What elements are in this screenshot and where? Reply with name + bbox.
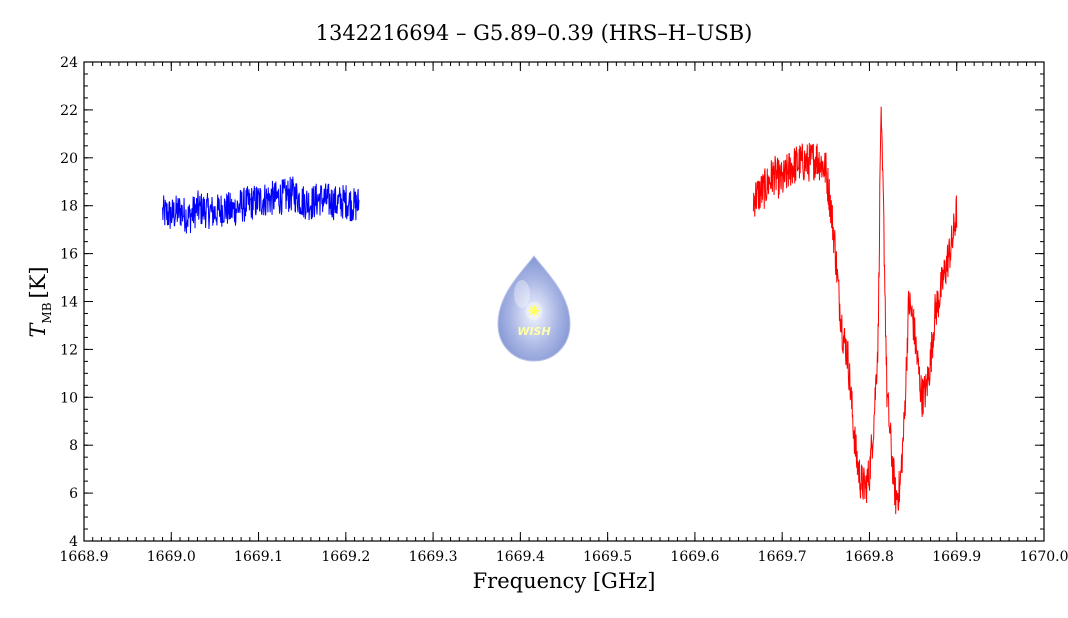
sun-star-icon: ✷ (526, 299, 543, 323)
x-tick-label: 1668.9 (60, 549, 109, 565)
x-tick-label: 1669.4 (496, 549, 545, 565)
y-axis-symbol: T (26, 322, 50, 338)
water-drop-icon (497, 255, 571, 362)
svg-text:TMB[K]: TMB [K] (26, 266, 54, 337)
x-tick-label: 1669.0 (147, 549, 196, 565)
y-tick-label: 22 (60, 103, 78, 119)
y-tick-label: 20 (60, 151, 78, 167)
chart-title: 1342216694 – G5.89–0.39 (HRS–H–USB) (316, 21, 753, 45)
y-axis-unit: [K] (26, 266, 50, 298)
x-tick-label: 1669.1 (234, 549, 283, 565)
x-tick-label: 1669.6 (670, 549, 719, 565)
y-tick-label: 4 (69, 534, 78, 550)
x-tick-label: 1669.3 (409, 549, 458, 565)
x-tick-label: 1669.7 (758, 549, 807, 565)
y-tick-label: 10 (60, 390, 78, 406)
ticks-layer: 1668.9 1669.0 1669.1 1669.2 1669.3 1669.4 1669… (60, 55, 1068, 565)
x-tick-label: 1670.0 (1020, 549, 1068, 565)
wish-logo: ✷ WISH (497, 255, 571, 362)
y-tick-label: 6 (69, 486, 78, 502)
logo-label: WISH (517, 325, 550, 338)
series-line-red (752, 106, 958, 515)
y-tick-label: 12 (60, 342, 78, 358)
y-tick-label: 8 (69, 438, 78, 454)
x-tick-label: 1669.9 (932, 549, 981, 565)
x-tick-label: 1669.2 (321, 549, 370, 565)
y-tick-label: 14 (60, 295, 78, 311)
x-axis-label: Frequency [GHz] (473, 569, 656, 593)
x-tick-label: 1669.5 (583, 549, 632, 565)
series-line-blue (162, 176, 360, 234)
y-axis-label: TMB [K] (26, 266, 54, 337)
y-tick-label: 18 (60, 199, 78, 215)
y-tick-label: 16 (60, 247, 78, 263)
y-tick-label: 24 (60, 55, 78, 71)
series-layer (162, 106, 958, 515)
x-tick-label: 1669.8 (845, 549, 894, 565)
y-axis-subscript: MB (40, 302, 54, 323)
